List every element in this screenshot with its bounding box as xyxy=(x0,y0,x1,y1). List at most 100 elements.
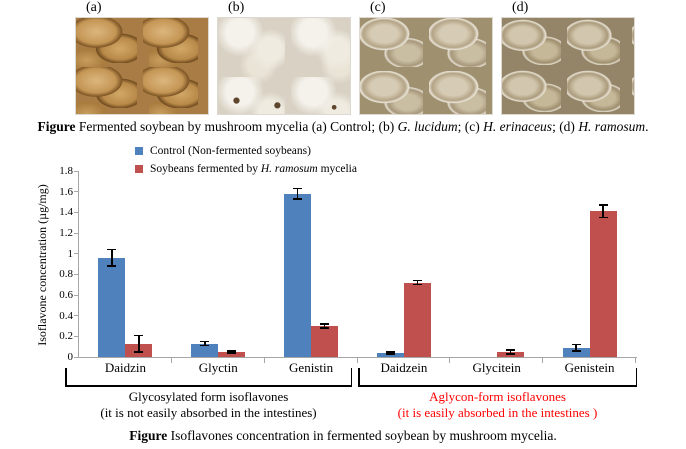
errorbar-cap-bottom-fermented-daidzein xyxy=(412,283,422,286)
bracket-end-left-1 xyxy=(358,368,360,386)
y-tick-label: 0.4 xyxy=(59,309,73,322)
photo-a-control-image xyxy=(75,17,209,115)
bracket-end-right-0 xyxy=(350,368,352,386)
x-category-label-daidzin: Daidzin xyxy=(104,360,146,375)
bar-control-genistin xyxy=(284,193,312,357)
errorbar-cap-bottom-fermented-genistein xyxy=(598,216,608,219)
errorbar-fermented-daidzin xyxy=(138,335,140,352)
x-tick-mark xyxy=(170,358,172,363)
errorbar-cap-top-control-daidzin xyxy=(107,248,117,251)
errorbar-cap-top-fermented-genistein xyxy=(598,204,608,206)
chart-legend: Control (Non-fermented soybeans) Soybeans… xyxy=(135,142,357,178)
photo-d-h-ramosum-image xyxy=(501,17,635,115)
photo-b-g-lucidum-image xyxy=(217,17,351,115)
errorbar-fermented-glycitein xyxy=(509,349,511,354)
text-run: H. erinaceus xyxy=(483,119,553,134)
errorbar-cap-top-fermented-daidzin xyxy=(134,334,144,337)
text-run: Figure xyxy=(37,119,76,134)
text-run: Control (Non-fermented soybeans) xyxy=(150,145,311,157)
text-run: Fermented soybean by mushroom mycelia (a… xyxy=(75,119,398,134)
text-run: ; (d) xyxy=(552,119,579,134)
errorbar-control-genistin xyxy=(296,188,299,199)
text-run: H. ramosum xyxy=(260,163,318,175)
y-tick-mark xyxy=(74,170,78,172)
errorbar-cap-bottom-control-genistin xyxy=(293,198,303,200)
text-run: G. lucidum xyxy=(397,119,458,134)
photo-b-label: (b) xyxy=(228,0,245,15)
errorbar-cap-bottom-fermented-glycitein xyxy=(505,353,515,355)
plot-area: 0 0.2 0.4 0.6 0.8 1 1.2 1.4 1.6 1.8 xyxy=(59,165,637,363)
y-tick-label: 1.2 xyxy=(59,227,73,239)
x-tick-mark xyxy=(356,358,358,363)
legend-item-label: Soybeans fermented by H. ramosum mycelia xyxy=(150,163,357,175)
text-run: . xyxy=(645,119,649,134)
bar-control-daidzein xyxy=(376,352,404,357)
x-category-label-glycitein: Glycitein xyxy=(472,360,521,375)
photo-b-wrap: (b) xyxy=(217,0,351,116)
errorbar-cap-top-fermented-glyctin xyxy=(227,350,237,352)
y-tick-label: 0 xyxy=(67,351,74,363)
errorbar-fermented-genistein xyxy=(602,205,604,218)
y-tick-mark xyxy=(74,232,78,234)
errorbar-cap-top-control-genistin xyxy=(293,187,303,190)
text-run: H. ramosum xyxy=(578,119,646,134)
photo-c-h-erinaceus-image xyxy=(359,17,493,115)
y-tick-label: 1.6 xyxy=(59,185,73,198)
figure-caption-top: Figure Fermented soybean by mushroom myc… xyxy=(0,118,686,136)
y-tick-mark xyxy=(74,315,78,317)
group-label-0: Glycosylated form isoflavones xyxy=(128,389,289,404)
bar-fermented-daidzein xyxy=(403,282,431,357)
y-axis-line xyxy=(78,171,79,358)
text-run: Soybeans fermented by xyxy=(150,163,261,175)
x-category-label-genistin: Genistin xyxy=(289,360,334,375)
group-sublabel-1: (it is easily absorbed in the intestines… xyxy=(397,405,598,420)
group-sublabel-0: (it is not easily absorbed in the intest… xyxy=(100,405,317,420)
errorbar-cap-bottom-control-glyctin xyxy=(200,344,210,347)
errorbar-cap-bottom-fermented-glyctin xyxy=(227,352,237,354)
x-tick-mark xyxy=(449,358,451,363)
errorbar-cap-bottom-fermented-genistin xyxy=(320,327,330,329)
y-tick-mark xyxy=(74,294,78,296)
y-tick-mark xyxy=(74,253,78,255)
errorbar-cap-bottom-control-genistein xyxy=(571,350,581,352)
y-tick-label: 1 xyxy=(67,247,74,260)
errorbar-cap-top-fermented-daidzein xyxy=(412,279,422,282)
y-tick-label: 1.8 xyxy=(59,165,73,177)
x-category-label-daidzein: Daidzein xyxy=(380,360,428,375)
bar-control-genistein xyxy=(562,347,590,357)
group-label-1: Aglycon-form isoflavones xyxy=(429,389,566,404)
errorbar-cap-bottom-control-daidzin xyxy=(107,265,117,267)
errorbar-cap-top-control-glyctin xyxy=(200,340,210,343)
y-tick-mark xyxy=(74,191,78,193)
bar-fermented-genistein xyxy=(589,211,617,357)
x-category-label-glyctin: Glyctin xyxy=(198,360,238,375)
errorbar-cap-top-fermented-genistin xyxy=(320,323,330,325)
bracket-end-left-0 xyxy=(65,368,67,386)
x-category-label-genistein: Genistein xyxy=(564,360,615,375)
errorbar-cap-top-control-genistein xyxy=(571,343,581,346)
errorbar-fermented-genistin xyxy=(323,323,326,329)
bracket-line-0 xyxy=(65,385,352,387)
photo-c-label: (c) xyxy=(370,0,386,15)
errorbar-control-glyctin xyxy=(204,341,206,346)
errorbar-fermented-glyctin xyxy=(231,350,233,353)
legend-item-label: Control (Non-fermented soybeans) xyxy=(150,145,311,157)
figure-caption-bottom: Figure Isoflavones concentration in ferm… xyxy=(0,427,686,445)
legend-item-1: Soybeans fermented by H. ramosum mycelia xyxy=(135,160,357,178)
bar-control-daidzin xyxy=(98,257,126,357)
bar-fermented-genistin xyxy=(311,326,339,357)
legend-swatch-icon xyxy=(135,165,143,173)
bracket-end-right-1 xyxy=(635,368,637,386)
x-tick-mark xyxy=(263,358,265,363)
x-axis-line xyxy=(78,357,637,358)
bar-fermented-glyctin xyxy=(218,351,246,357)
y-tick-mark xyxy=(74,211,78,213)
errorbar-control-daidzin xyxy=(111,249,113,267)
text-run: mycelia xyxy=(317,163,357,175)
photo-a-label: (a) xyxy=(86,0,102,15)
y-tick-label: 0.6 xyxy=(59,289,73,301)
y-tick-mark xyxy=(74,273,78,275)
legend-swatch-icon xyxy=(135,147,143,155)
x-tick-mark xyxy=(635,358,636,363)
